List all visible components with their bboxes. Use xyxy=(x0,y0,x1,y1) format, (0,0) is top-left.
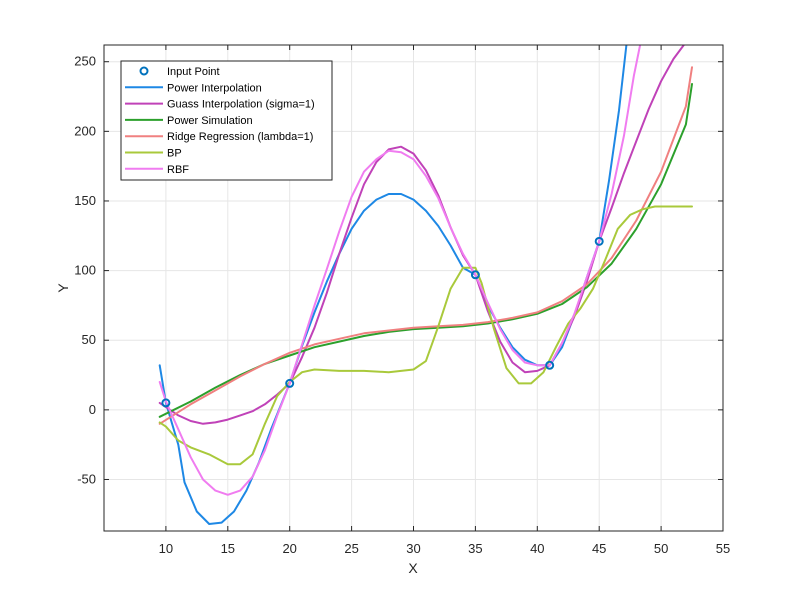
legend-entry-label: Guass Interpolation (sigma=1) xyxy=(167,99,315,111)
legend-entry-label: RBF xyxy=(167,164,189,176)
input-point-marker xyxy=(594,236,604,246)
x-tick-label: 20 xyxy=(282,541,296,556)
x-tick-label: 55 xyxy=(716,541,730,556)
legend-entry-label: Power Simulation xyxy=(167,115,253,127)
x-tick-label: 30 xyxy=(406,541,420,556)
x-tick-label: 40 xyxy=(530,541,544,556)
input-point-marker xyxy=(285,378,295,388)
legend-entry-label: Ridge Regression (lambda=1) xyxy=(167,131,313,143)
series-line-power-interpolation xyxy=(158,45,628,525)
y-tick-label: 150 xyxy=(74,193,96,208)
y-axis-label: Y xyxy=(55,283,71,293)
input-point-marker xyxy=(470,270,480,280)
legend-entry-label: BP xyxy=(167,148,182,160)
legend-entry-label: Power Interpolation xyxy=(167,82,262,94)
y-tick-label: 50 xyxy=(82,332,96,347)
legend-entry-label: Input Point xyxy=(167,66,220,78)
x-tick-label: 25 xyxy=(344,541,358,556)
y-tick-label: -50 xyxy=(77,471,96,486)
y-tick-label: 100 xyxy=(74,263,96,278)
y-tick-label: 200 xyxy=(74,123,96,138)
x-tick-label: 45 xyxy=(592,541,606,556)
input-point-marker xyxy=(545,360,555,370)
input-point-marker xyxy=(161,398,171,408)
x-tick-label: 50 xyxy=(654,541,668,556)
x-tick-label: 10 xyxy=(159,541,173,556)
series-line-bp xyxy=(158,205,693,466)
series-layer xyxy=(158,45,693,525)
y-tick-label: 250 xyxy=(74,54,96,69)
x-tick-label: 35 xyxy=(468,541,482,556)
y-tick-label: 0 xyxy=(89,402,96,417)
legend: Input Point Power Interpolation Guass Inte… xyxy=(120,60,333,181)
series-line-rbf xyxy=(158,45,642,496)
input-points-layer xyxy=(161,236,604,408)
legend-marker-input-point xyxy=(139,66,149,76)
x-tick-label: 15 xyxy=(221,541,235,556)
x-axis-label: X xyxy=(408,560,418,576)
ticks: 10 15 20 25 30 35 40 45 50 55 -50 0 50 100 150 200 250 xyxy=(74,45,730,556)
